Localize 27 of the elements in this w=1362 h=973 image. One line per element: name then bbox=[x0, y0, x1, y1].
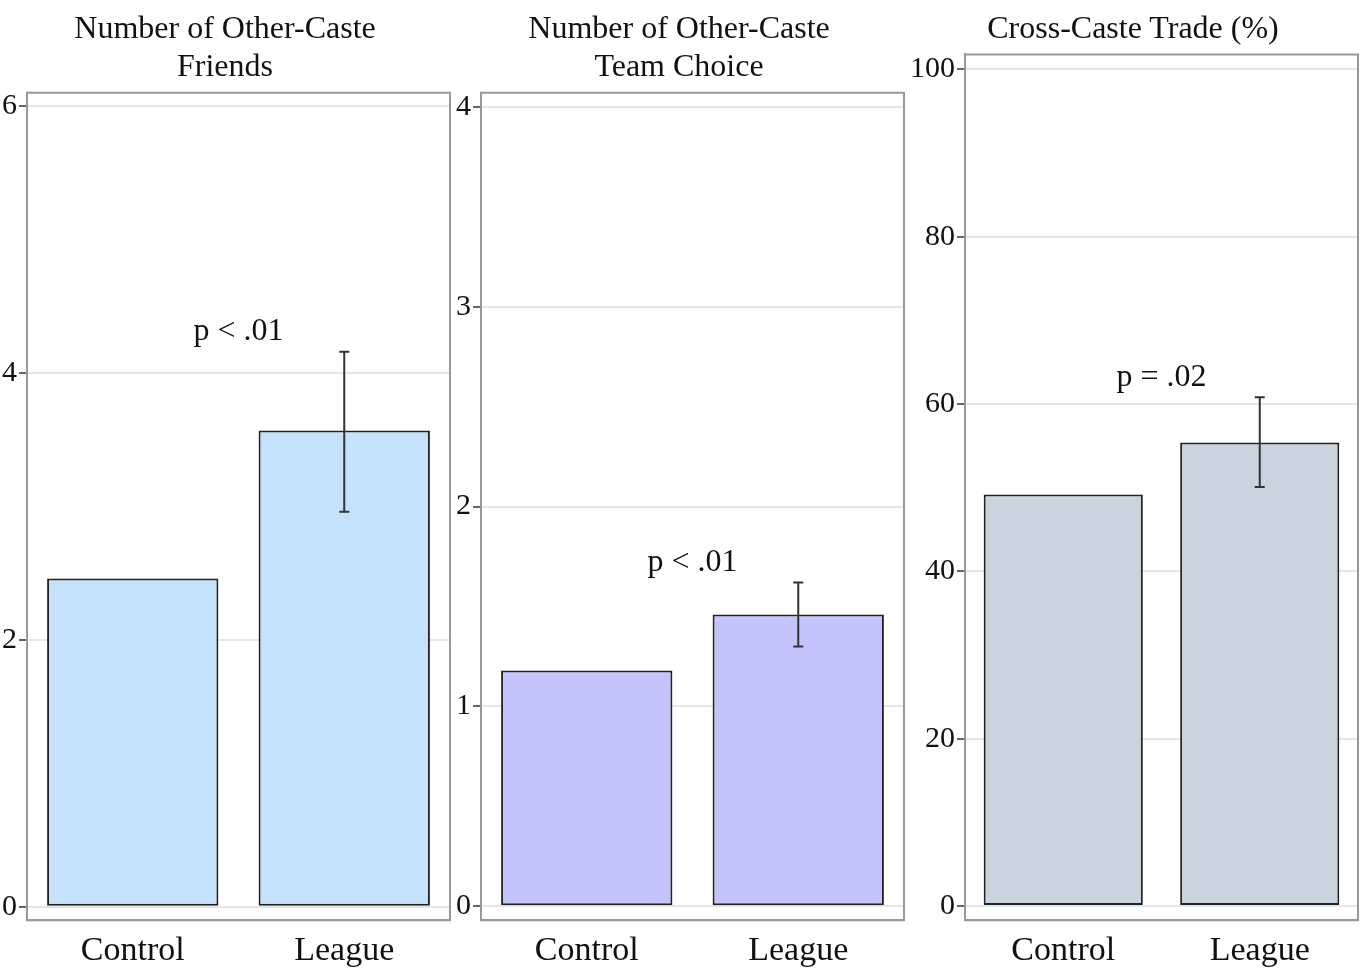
y-tick-label: 0 bbox=[2, 887, 17, 921]
y-tick-label: 1 bbox=[456, 687, 471, 721]
y-tick-label: 60 bbox=[925, 384, 955, 418]
chart-title: Number of Other-Caste Friends bbox=[74, 8, 376, 84]
y-tick-label: 3 bbox=[456, 287, 471, 321]
y-tick-label: 40 bbox=[925, 552, 955, 586]
y-tick-label: 4 bbox=[2, 353, 17, 387]
x-tick-label: League bbox=[1209, 929, 1310, 967]
x-tick-label: Control bbox=[1011, 929, 1116, 967]
y-tick-label: 100 bbox=[910, 50, 955, 84]
y-tick-label: 2 bbox=[2, 620, 17, 654]
chart-title: Cross-Caste Trade (%) bbox=[987, 8, 1279, 45]
chart-title: Number of Other-Caste Team Choice bbox=[528, 8, 830, 84]
y-tick-label: 4 bbox=[456, 87, 471, 121]
annotation: p < .01 bbox=[193, 311, 284, 348]
y-tick-label: 0 bbox=[940, 886, 955, 920]
x-tick-label: Control bbox=[80, 929, 185, 967]
x-tick-label: League bbox=[748, 929, 849, 967]
y-tick-label: 20 bbox=[925, 719, 955, 753]
x-tick-label: League bbox=[294, 929, 395, 967]
y-tick-label: 0 bbox=[456, 887, 471, 921]
y-tick-label: 6 bbox=[2, 87, 17, 121]
y-tick-label: 2 bbox=[456, 487, 471, 521]
y-tick-label: 80 bbox=[925, 217, 955, 251]
x-tick-label: Control bbox=[534, 929, 639, 967]
annotation: p = .02 bbox=[1116, 356, 1207, 393]
annotation: p < .01 bbox=[647, 541, 738, 578]
